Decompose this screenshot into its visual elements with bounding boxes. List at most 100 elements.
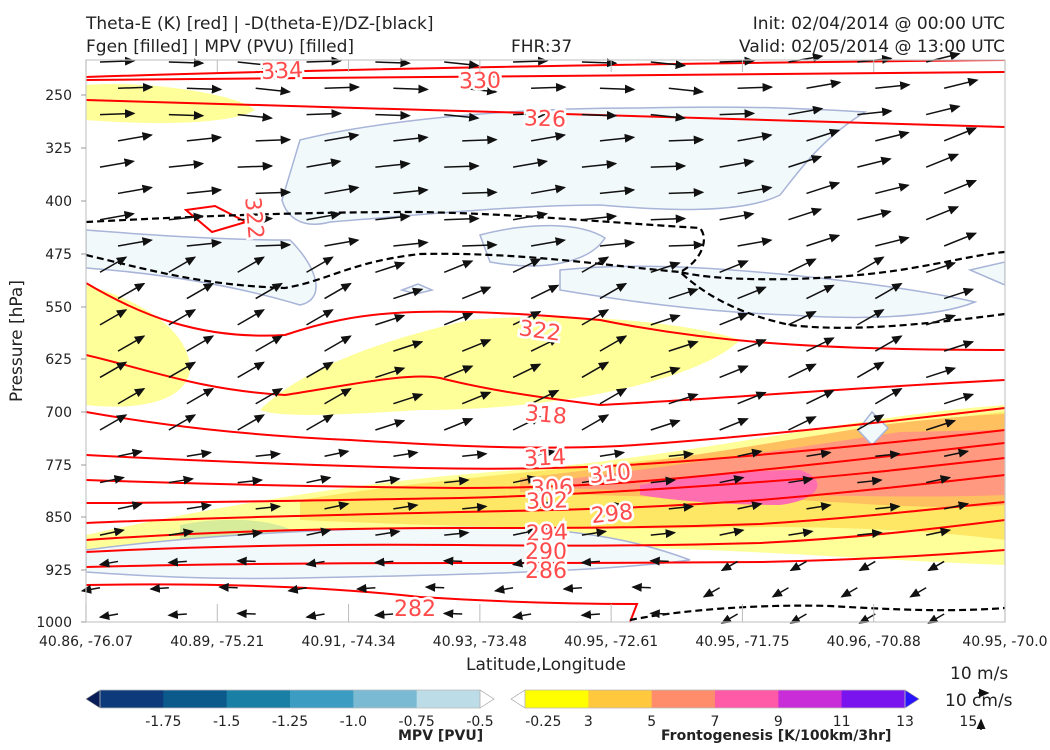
wind-vector — [255, 450, 282, 460]
wind-vector — [237, 214, 274, 224]
wind-vector — [857, 476, 883, 486]
wind-vector — [650, 476, 677, 486]
contour-label-halo: 282 — [394, 597, 436, 622]
wind-vector — [255, 387, 283, 405]
wind-vector — [237, 256, 265, 273]
wind-vector — [737, 286, 767, 300]
wind-vector — [99, 414, 128, 431]
y-tick-label: 250 — [45, 88, 72, 104]
wind-vector — [875, 183, 910, 195]
wind-vector — [581, 475, 608, 485]
wind-vector — [581, 58, 618, 68]
wind-vector — [98, 611, 119, 620]
wind-vector — [255, 86, 291, 96]
wind-vector — [393, 392, 424, 405]
wind-vector — [237, 60, 273, 70]
vector-key — [976, 688, 990, 730]
contour-label: 334 — [260, 58, 303, 85]
wind-vector — [306, 210, 342, 221]
wind-vector — [875, 81, 911, 91]
wind-vector — [649, 556, 669, 566]
wind-vector — [737, 184, 773, 195]
contour-label: 314 — [523, 445, 566, 472]
wind-vector — [443, 365, 474, 379]
wind-vector — [117, 335, 146, 352]
wind-vector — [186, 238, 223, 248]
wind-vector — [117, 237, 153, 247]
wind-vector — [858, 560, 876, 572]
wind-vector — [806, 502, 832, 511]
mpv-colorbar-tick-label: -1.5 — [213, 714, 240, 730]
wind-vector — [806, 449, 832, 459]
wind-vector — [168, 212, 205, 222]
wind-vector — [530, 132, 567, 142]
wind-vector — [306, 56, 343, 66]
wind-vector — [117, 448, 143, 458]
wind-vector — [702, 587, 720, 598]
vector-key-horizontal-label: 10 m/s — [950, 664, 1009, 684]
wind-vector — [306, 475, 332, 484]
wind-vector — [530, 501, 557, 511]
wind-vector — [99, 158, 135, 168]
wind-vector — [650, 161, 687, 171]
wind-vector — [580, 557, 600, 567]
wind-vector — [324, 387, 352, 405]
wind-vector — [255, 135, 292, 145]
wind-vector — [719, 109, 756, 119]
wind-vector — [581, 212, 618, 222]
y-tick-label: 700 — [45, 405, 72, 421]
wind-vector — [255, 502, 282, 512]
wind-vector — [771, 587, 789, 598]
wind-vector — [462, 502, 488, 512]
contour-label: 282 — [394, 597, 436, 622]
wind-vector — [856, 309, 885, 326]
x-tick-label: 40.96, -70.88 — [827, 634, 921, 650]
mpv-colorbar-swatch — [163, 690, 228, 708]
wind-vector — [875, 130, 910, 142]
wind-vector — [324, 282, 352, 300]
wind-vector — [375, 212, 411, 222]
y-tick-label: 400 — [45, 194, 72, 210]
mpv-colorbar-swatch — [290, 690, 354, 708]
y-tick-label: 850 — [45, 510, 72, 526]
wind-vector — [255, 282, 283, 300]
wind-vector — [287, 584, 307, 594]
wind-vector — [218, 582, 238, 592]
wind-vector — [117, 282, 146, 300]
contour-label: 310 — [588, 460, 632, 489]
wind-vector — [668, 135, 705, 145]
wind-vector — [788, 311, 817, 326]
wind-vector — [375, 110, 411, 120]
wind-vector — [875, 235, 910, 247]
fgen-colorbar-tick-label: 5 — [647, 714, 656, 730]
wind-vector — [99, 309, 128, 326]
wind-vector — [393, 133, 429, 143]
wind-vector — [461, 286, 492, 300]
wind-vector — [531, 82, 567, 92]
wind-vector — [875, 450, 901, 460]
wind-vector — [788, 105, 824, 116]
wind-vector — [237, 361, 265, 379]
wind-vector — [305, 558, 325, 568]
wind-vector — [513, 109, 549, 119]
wind-vector — [168, 58, 205, 68]
wind-vector — [306, 309, 334, 326]
wind-vector — [599, 387, 628, 405]
contour-label-halo: 334 — [260, 58, 303, 85]
fgen-colorbar-swatch — [778, 690, 843, 708]
wind-vector — [149, 583, 169, 593]
wind-vector — [168, 110, 205, 120]
wind-vector — [424, 582, 445, 592]
wind-vector — [237, 476, 264, 486]
wind-vector — [512, 475, 539, 484]
wind-vector — [306, 256, 334, 273]
theta-e-contours — [86, 60, 1005, 622]
contour-label: 322 — [239, 196, 268, 240]
contour-label: 330 — [459, 69, 501, 95]
contour-label-halo: 314 — [523, 445, 566, 472]
wind-vector — [581, 110, 618, 120]
wind-vector — [324, 237, 360, 247]
wind-vector — [668, 240, 705, 250]
contour-label-halo: 306 — [531, 475, 574, 501]
